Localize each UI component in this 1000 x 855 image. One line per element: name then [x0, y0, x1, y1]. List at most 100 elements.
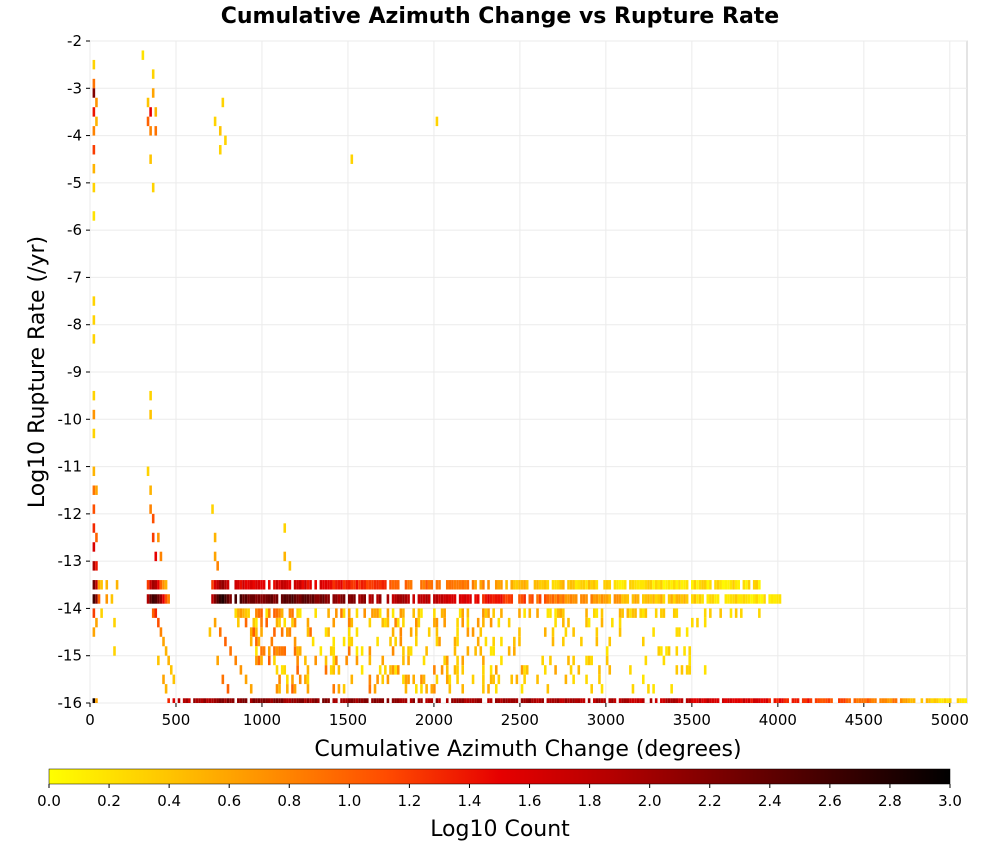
heatmap-cell	[574, 580, 578, 590]
heatmap-cell	[314, 594, 317, 604]
heatmap-cell	[456, 655, 459, 666]
heatmap-cell	[355, 580, 359, 590]
heatmap-cell	[252, 580, 256, 590]
heatmap-cell	[391, 594, 395, 604]
heatmap-cell	[647, 580, 650, 590]
x-tick-label: 1500	[329, 711, 367, 729]
heatmap-cell	[675, 627, 679, 637]
heatmap-cell	[660, 646, 663, 656]
heatmap-cell	[531, 698, 534, 703]
heatmap-cell	[549, 698, 552, 703]
heatmap-cell	[804, 698, 808, 703]
heatmap-cell	[149, 126, 152, 136]
heatmap-cell	[273, 698, 276, 703]
heatmap-cell	[221, 698, 225, 703]
heatmap-cell	[257, 698, 261, 703]
heatmap-cell	[675, 580, 679, 590]
heatmap-cell	[407, 674, 410, 685]
heatmap-cell	[350, 636, 354, 647]
heatmap-cell	[770, 594, 774, 604]
heatmap-cell	[218, 698, 222, 703]
heatmap-cell	[554, 698, 557, 703]
heatmap-cell	[404, 594, 408, 604]
heatmap-cell	[445, 674, 449, 685]
heatmap-cell	[758, 594, 761, 604]
heatmap-cell	[278, 646, 281, 656]
heatmap-cell	[822, 698, 826, 703]
heatmap-cell	[347, 646, 351, 656]
heatmap-cell	[688, 698, 692, 703]
x-tick-label: 3500	[673, 711, 711, 729]
heatmap-cell	[239, 580, 243, 590]
heatmap-cell	[680, 665, 684, 675]
heatmap-cell	[381, 580, 385, 590]
heatmap-cell	[365, 698, 369, 703]
heatmap-cell	[185, 698, 189, 703]
heatmap-cell	[283, 665, 287, 675]
heatmap-cell	[752, 698, 756, 703]
heatmap-cell	[448, 580, 452, 590]
heatmap-cell	[665, 646, 668, 656]
heatmap-cell	[569, 580, 573, 590]
heatmap-cell	[255, 698, 258, 703]
heatmap-cell	[422, 594, 426, 604]
heatmap-cell	[350, 154, 354, 164]
heatmap-cell	[257, 655, 261, 666]
grid-lines	[89, 40, 967, 704]
heatmap-cell	[365, 580, 369, 590]
heatmap-cell	[340, 580, 343, 590]
heatmap-cell	[92, 107, 96, 117]
heatmap-cell	[559, 580, 563, 590]
heatmap-cell	[157, 580, 160, 590]
heatmap-cell	[482, 594, 485, 604]
heatmap-cell	[665, 698, 668, 703]
x-tick-label: 1000	[243, 711, 281, 729]
heatmap-cell	[489, 594, 493, 604]
heatmap-cell	[394, 665, 397, 675]
heatmap-cell	[278, 608, 281, 618]
heatmap-cell	[97, 580, 101, 590]
heatmap-cell	[482, 608, 485, 618]
colorbar-tick-label: 0.4	[157, 792, 181, 810]
heatmap-cell	[283, 580, 287, 590]
heatmap-cell	[425, 594, 428, 604]
heatmap-cell	[327, 627, 330, 637]
heatmap-cell	[709, 580, 712, 590]
heatmap-cell	[213, 551, 217, 562]
heatmap-cell	[283, 594, 287, 604]
heatmap-cell	[435, 617, 439, 628]
y-tick-label: -6	[67, 221, 82, 239]
heatmap-cell	[298, 608, 302, 618]
heatmap-cell	[306, 627, 310, 637]
heatmap-cell	[95, 617, 98, 628]
heatmap-cell	[164, 580, 168, 590]
heatmap-cell	[603, 580, 606, 590]
heatmap-cell	[683, 646, 686, 656]
heatmap-cell	[598, 665, 601, 675]
heatmap-cell	[154, 580, 158, 590]
x-tick-label: 4000	[759, 711, 797, 729]
heatmap-cell	[959, 698, 962, 703]
heatmap-cell	[482, 617, 485, 628]
heatmap-cell	[456, 580, 459, 590]
heatmap-cell	[672, 698, 676, 703]
heatmap-cell	[275, 646, 279, 656]
heatmap-cell	[164, 594, 168, 604]
heatmap-cell	[162, 594, 165, 604]
heatmap-cell	[164, 646, 168, 656]
heatmap-cell	[347, 698, 351, 703]
heatmap-cell	[543, 580, 547, 590]
heatmap-cell	[376, 698, 379, 703]
heatmap-cell	[709, 594, 712, 604]
heatmap-cell	[298, 646, 302, 656]
heatmap-cell	[510, 580, 514, 590]
heatmap-cell	[729, 594, 733, 604]
heatmap-cell	[306, 594, 310, 604]
heatmap-cell	[662, 580, 666, 590]
heatmap-cell	[451, 580, 454, 590]
heatmap-cell	[618, 698, 622, 703]
heatmap-cell	[260, 617, 263, 628]
heatmap-cell	[324, 580, 328, 590]
heatmap-cell	[311, 636, 315, 647]
heatmap-cell	[239, 665, 243, 675]
